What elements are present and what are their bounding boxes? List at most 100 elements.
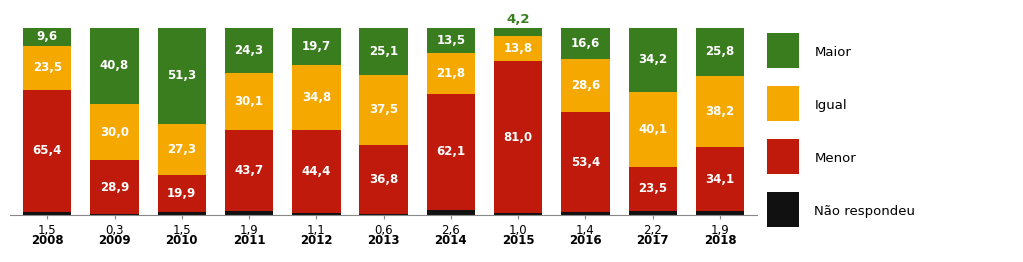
Text: 38,2: 38,2 <box>706 105 735 118</box>
Bar <box>90 160 139 214</box>
Bar <box>494 61 542 213</box>
Bar <box>293 213 341 215</box>
Bar <box>293 64 341 130</box>
Bar <box>696 211 745 215</box>
Bar <box>225 73 273 129</box>
Bar <box>225 211 273 215</box>
Text: 9,6: 9,6 <box>37 30 57 43</box>
Bar <box>359 145 408 214</box>
Text: 4,2: 4,2 <box>506 13 530 26</box>
Text: 34,1: 34,1 <box>706 173 735 186</box>
Bar <box>494 28 542 36</box>
Bar <box>23 212 72 215</box>
Text: 2012: 2012 <box>300 233 332 247</box>
Bar <box>696 28 745 76</box>
Bar <box>494 213 542 215</box>
Text: 21,8: 21,8 <box>437 67 465 80</box>
Text: 2015: 2015 <box>502 233 534 247</box>
Bar <box>427 53 475 94</box>
Text: 34,2: 34,2 <box>638 53 667 66</box>
FancyBboxPatch shape <box>767 139 799 174</box>
FancyBboxPatch shape <box>767 34 799 68</box>
Text: 28,6: 28,6 <box>571 79 601 92</box>
Bar <box>696 76 745 148</box>
Text: 37,5: 37,5 <box>369 103 398 116</box>
Text: 2018: 2018 <box>704 233 737 247</box>
Bar <box>628 167 677 211</box>
Text: 1,5: 1,5 <box>38 224 56 237</box>
Text: 19,7: 19,7 <box>302 40 330 53</box>
Text: 25,1: 25,1 <box>369 45 398 58</box>
Text: 43,7: 43,7 <box>234 164 264 177</box>
Text: Não respondeu: Não respondeu <box>814 205 916 218</box>
Bar <box>359 28 408 75</box>
Text: 24,3: 24,3 <box>234 44 264 57</box>
Bar <box>427 210 475 215</box>
Bar <box>359 214 408 215</box>
Bar <box>562 112 610 212</box>
Text: 25,8: 25,8 <box>706 45 735 58</box>
Text: 44,4: 44,4 <box>302 165 331 178</box>
Bar <box>494 36 542 61</box>
Text: 40,8: 40,8 <box>100 59 129 72</box>
Text: 2016: 2016 <box>569 233 602 247</box>
Text: 13,5: 13,5 <box>437 34 465 47</box>
Bar <box>293 28 341 64</box>
Text: 1,5: 1,5 <box>173 224 191 237</box>
Bar <box>628 28 677 92</box>
Text: 2017: 2017 <box>636 233 669 247</box>
Text: 62,1: 62,1 <box>437 145 465 158</box>
Text: Maior: Maior <box>814 46 851 59</box>
Bar <box>23 46 72 90</box>
Text: 23,5: 23,5 <box>638 182 667 195</box>
Text: 2008: 2008 <box>31 233 63 247</box>
Text: 16,6: 16,6 <box>571 37 601 50</box>
Bar <box>158 175 206 212</box>
FancyBboxPatch shape <box>767 193 799 227</box>
Text: 53,4: 53,4 <box>571 156 601 169</box>
Text: 0,3: 0,3 <box>105 224 124 237</box>
Bar <box>562 28 610 59</box>
Text: 1,4: 1,4 <box>576 224 594 237</box>
Bar <box>90 28 139 104</box>
Bar <box>696 148 745 211</box>
Bar <box>427 94 475 210</box>
Text: 81,0: 81,0 <box>503 131 533 144</box>
Text: 2,6: 2,6 <box>442 224 460 237</box>
Bar <box>158 28 206 124</box>
Text: 28,9: 28,9 <box>100 181 129 194</box>
Bar <box>225 28 273 73</box>
Text: 34,8: 34,8 <box>302 91 331 104</box>
Bar <box>23 90 72 212</box>
Text: 2009: 2009 <box>98 233 131 247</box>
Text: 30,0: 30,0 <box>100 125 129 139</box>
Text: 2014: 2014 <box>435 233 468 247</box>
Bar <box>628 211 677 215</box>
Text: 1,1: 1,1 <box>307 224 325 237</box>
Bar <box>562 59 610 112</box>
Bar <box>23 28 72 46</box>
Text: 40,1: 40,1 <box>638 123 667 136</box>
Bar <box>359 75 408 145</box>
Bar <box>90 104 139 160</box>
Text: 23,5: 23,5 <box>33 61 61 74</box>
Text: 1,0: 1,0 <box>508 224 528 237</box>
Text: 36,8: 36,8 <box>369 173 398 186</box>
Text: 2010: 2010 <box>166 233 198 247</box>
Text: 2,2: 2,2 <box>643 224 662 237</box>
Bar <box>90 214 139 215</box>
Text: 27,3: 27,3 <box>168 143 196 156</box>
Text: 51,3: 51,3 <box>167 69 196 82</box>
Text: Igual: Igual <box>814 99 847 112</box>
Bar <box>225 129 273 211</box>
Text: 65,4: 65,4 <box>33 144 62 157</box>
Text: 13,8: 13,8 <box>503 42 533 55</box>
Bar <box>427 28 475 53</box>
Bar <box>562 212 610 215</box>
FancyBboxPatch shape <box>767 86 799 121</box>
Text: 1,9: 1,9 <box>711 224 729 237</box>
Bar <box>293 130 341 213</box>
Text: 0,6: 0,6 <box>374 224 393 237</box>
Text: 19,9: 19,9 <box>167 187 196 200</box>
Bar <box>628 92 677 167</box>
